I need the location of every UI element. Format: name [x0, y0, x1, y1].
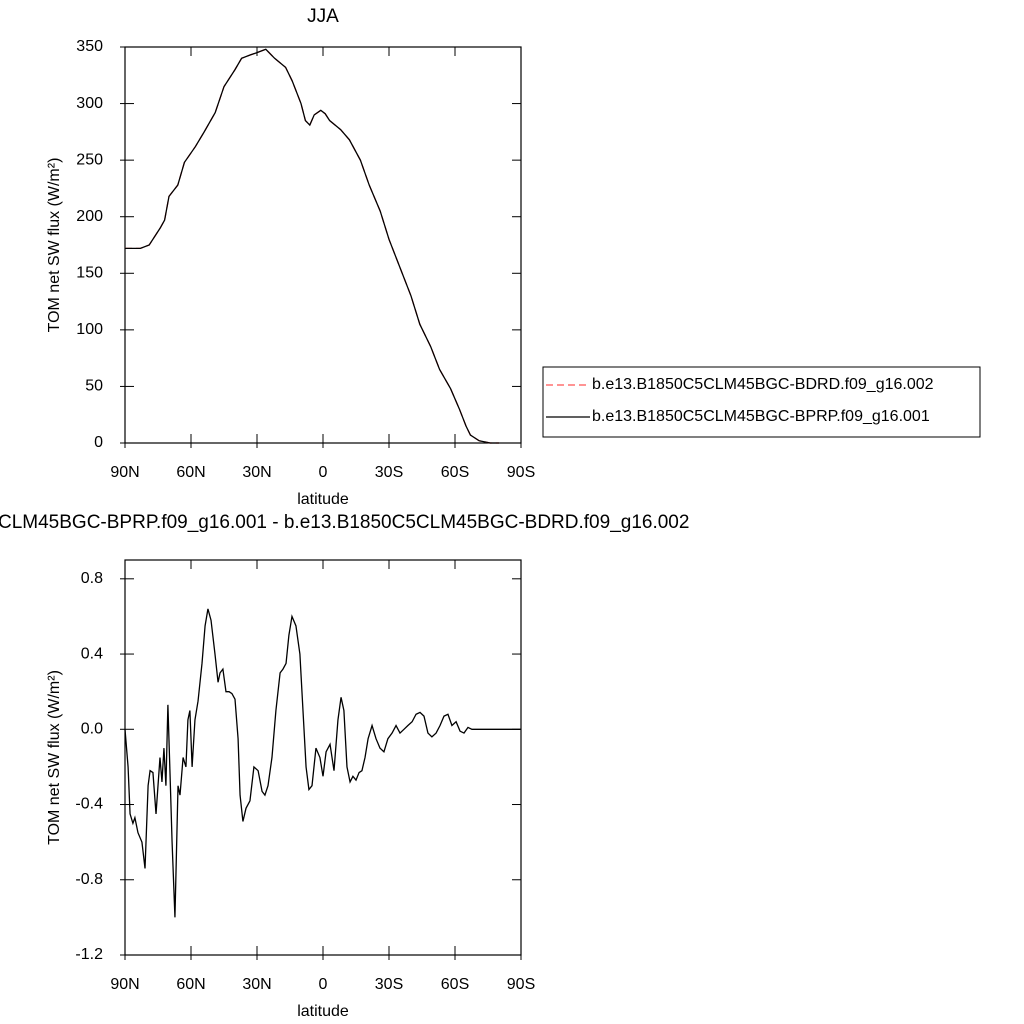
y-tick-label: 0.8	[81, 570, 103, 587]
y-tick-label: 200	[76, 208, 103, 225]
y-tick-label: 350	[76, 38, 103, 55]
x-tick-label: 30S	[375, 464, 403, 481]
x-tick-label: 90N	[110, 464, 139, 481]
y-tick-label: 0.0	[81, 721, 103, 738]
x-tick-label: 90S	[507, 464, 535, 481]
x-tick-label: 60S	[441, 464, 469, 481]
x-tick-label: 0	[319, 976, 328, 993]
chart-title: CLM45BGC-BPRP.f09_g16.001 - b.e13.B1850C…	[0, 512, 689, 533]
y-tick-label: 150	[76, 265, 103, 282]
y-tick-label: -0.8	[75, 871, 103, 888]
x-tick-label: 30S	[375, 976, 403, 993]
chart-title: JJA	[307, 6, 339, 27]
x-tick-label: 90S	[507, 976, 535, 993]
y-tick-label: -0.4	[75, 796, 103, 813]
legend-label: b.e13.B1850C5CLM45BGC-BPRP.f09_g16.001	[592, 408, 930, 425]
x-tick-label: 90N	[110, 976, 139, 993]
x-tick-label: 30N	[242, 976, 271, 993]
legend-box	[542, 366, 981, 438]
y-tick-label: 250	[76, 151, 103, 168]
data-line	[124, 608, 521, 918]
plot-frame	[124, 559, 522, 956]
y-tick-label: 0	[94, 434, 103, 451]
x-axis-label: latitude	[297, 1003, 349, 1020]
y-tick-label: 0.4	[81, 645, 103, 662]
y-tick-label: 50	[85, 378, 103, 395]
legend-label: b.e13.B1850C5CLM45BGC-BDRD.f09_g16.002	[592, 376, 934, 393]
x-tick-label: 30N	[242, 464, 271, 481]
y-tick-label: 300	[76, 95, 103, 112]
data-line	[125, 48, 499, 444]
y-axis-label: TOM net SW flux (W/m²)	[46, 670, 63, 845]
y-tick-label: -1.2	[75, 946, 103, 963]
x-axis-label: latitude	[297, 491, 349, 508]
data-line	[125, 48, 499, 444]
x-tick-label: 0	[319, 464, 328, 481]
y-tick-label: 100	[76, 321, 103, 338]
x-tick-label: 60N	[176, 464, 205, 481]
x-tick-label: 60S	[441, 976, 469, 993]
plot-frame	[124, 46, 522, 444]
y-axis-label: TOM net SW flux (W/m²)	[46, 158, 63, 333]
x-tick-label: 60N	[176, 976, 205, 993]
legend: b.e13.B1850C5CLM45BGC-BDRD.f09_g16.002 b.…	[542, 366, 981, 438]
